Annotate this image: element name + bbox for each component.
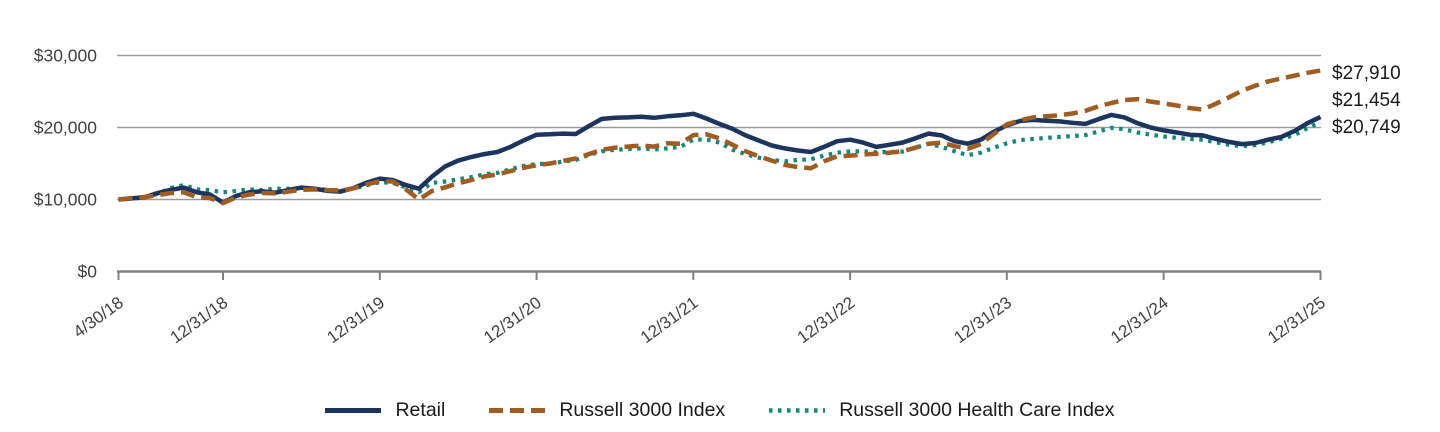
x-tick-label-0: 4/30/18 xyxy=(70,293,127,342)
x-tick-label-6: 12/31/23 xyxy=(950,293,1015,347)
end-value-labels: $27,910 $21,454 $20,749 xyxy=(1332,63,1401,138)
x-axis xyxy=(117,270,1322,280)
russell-3000-health-care-index-line xyxy=(118,120,1322,202)
legend-label-health-care-index: Russell 3000 Health Care Index xyxy=(839,399,1115,421)
gridlines xyxy=(117,54,1321,201)
y-tick-label-10000: $10,000 xyxy=(34,190,98,210)
legend-item-russell-3000-index: Russell 3000 Index xyxy=(489,399,725,422)
russell-3000-line-swatch xyxy=(489,408,546,413)
health-care-line-swatch xyxy=(769,408,826,413)
series-lines xyxy=(118,68,1322,206)
x-tick-label-1: 12/31/18 xyxy=(167,293,232,347)
legend-label-russell-3000-index: Russell 3000 Index xyxy=(559,399,726,421)
x-tick-label-3: 12/31/20 xyxy=(480,293,545,347)
x-tick-label-5: 12/31/22 xyxy=(794,293,859,347)
x-axis-labels: 4/30/18 12/31/18 12/31/19 12/31/20 12/31… xyxy=(70,293,1329,347)
end-label-retail: $21,454 xyxy=(1332,90,1401,111)
legend-item-health-care-index: Russell 3000 Health Care Index xyxy=(769,399,1115,422)
retail-line xyxy=(118,111,1322,205)
chart-legend: Retail Russell 3000 Index Russell 3000 H… xyxy=(0,399,1440,422)
y-tick-label-30000: $30,000 xyxy=(34,46,98,66)
x-tick-label-7: 12/31/24 xyxy=(1107,293,1172,347)
retail-line-swatch xyxy=(325,408,382,413)
x-tick-label-2: 12/31/19 xyxy=(323,293,388,347)
y-axis-labels: $30,000 $20,000 $10,000 $0 xyxy=(34,46,98,282)
russell-3000-index-line xyxy=(118,68,1321,206)
x-tick-label-8: 12/31/25 xyxy=(1264,293,1329,347)
x-axis-ticks xyxy=(117,271,1322,280)
x-tick-label-4: 12/31/21 xyxy=(637,293,702,347)
legend-item-retail: Retail xyxy=(325,399,445,422)
end-label-russell-3000-index: $27,910 xyxy=(1332,63,1401,84)
y-tick-label-0: $0 xyxy=(78,262,98,282)
y-tick-label-20000: $20,000 xyxy=(34,118,98,138)
end-label-health-care-index: $20,749 xyxy=(1332,117,1401,138)
legend-label-retail: Retail xyxy=(395,399,446,421)
